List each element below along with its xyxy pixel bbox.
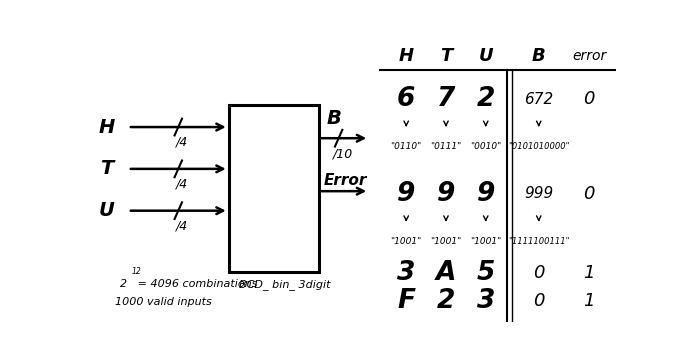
Text: U: U xyxy=(98,201,115,220)
Text: 0: 0 xyxy=(583,90,595,108)
Text: 1: 1 xyxy=(583,292,595,310)
Text: 0: 0 xyxy=(583,185,595,203)
Text: 1000 valid inputs: 1000 valid inputs xyxy=(115,297,211,307)
Text: T: T xyxy=(100,159,114,178)
Text: /4: /4 xyxy=(176,219,188,232)
Text: BCD_ bin_ 3digit: BCD_ bin_ 3digit xyxy=(239,279,330,290)
Text: 5: 5 xyxy=(477,260,495,286)
Text: T: T xyxy=(440,47,452,65)
Text: 9: 9 xyxy=(397,181,415,207)
Text: 3: 3 xyxy=(397,260,415,286)
Text: "1001": "1001" xyxy=(391,237,422,246)
Text: H: H xyxy=(399,47,414,65)
Text: 9: 9 xyxy=(437,181,455,207)
Text: "0010": "0010" xyxy=(470,142,501,151)
Text: 2: 2 xyxy=(477,86,495,112)
Text: error: error xyxy=(572,49,606,63)
Text: B: B xyxy=(532,47,546,65)
Text: "0101010000": "0101010000" xyxy=(508,142,570,151)
Text: A: A xyxy=(436,260,456,286)
Text: 999: 999 xyxy=(524,186,553,202)
Bar xyxy=(228,105,319,272)
Text: "1001": "1001" xyxy=(430,237,462,246)
Text: "0110": "0110" xyxy=(391,142,422,151)
Text: 672: 672 xyxy=(524,92,553,107)
Text: Error: Error xyxy=(324,173,367,188)
Text: 7: 7 xyxy=(437,86,455,112)
Text: 0: 0 xyxy=(533,264,544,282)
Text: 1: 1 xyxy=(583,264,595,282)
Text: "1001": "1001" xyxy=(470,237,501,246)
Text: 0: 0 xyxy=(533,292,544,310)
Text: U: U xyxy=(478,47,493,65)
Text: 2   = 4096 combinations: 2 = 4096 combinations xyxy=(120,279,257,289)
Text: H: H xyxy=(98,118,115,136)
Text: 9: 9 xyxy=(477,181,495,207)
Text: 2: 2 xyxy=(437,288,455,314)
Text: /4: /4 xyxy=(176,136,188,149)
Text: F: F xyxy=(397,288,415,314)
Text: /10: /10 xyxy=(332,147,353,160)
Text: 12: 12 xyxy=(131,267,142,276)
Text: /4: /4 xyxy=(176,178,188,191)
Text: B: B xyxy=(327,109,341,128)
Text: "0111": "0111" xyxy=(430,142,462,151)
Text: "1111100111": "1111100111" xyxy=(508,237,570,246)
Text: 3: 3 xyxy=(477,288,495,314)
Text: 6: 6 xyxy=(397,86,415,112)
